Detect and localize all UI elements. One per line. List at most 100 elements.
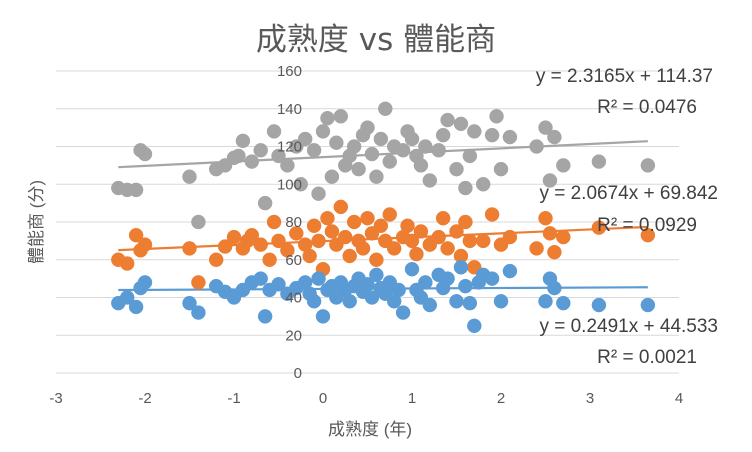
- data-point-series-1: [137, 237, 153, 252]
- y-tick-label: 40: [285, 290, 302, 307]
- data-point-series-2: [378, 101, 393, 116]
- data-point-series-0: [591, 297, 607, 313]
- x-tick-label: 4: [675, 390, 683, 407]
- data-point-series-2: [297, 131, 313, 147]
- y-tick-label: 60: [285, 252, 302, 269]
- data-point-series-2: [266, 124, 282, 139]
- data-point-series-2: [484, 127, 500, 143]
- data-point-series-1: [346, 214, 362, 230]
- data-point-series-0: [547, 280, 562, 296]
- data-point-series-1: [502, 229, 518, 245]
- data-points: [111, 101, 656, 334]
- x-tick-label: 3: [586, 390, 594, 407]
- y-tick-label: 20: [285, 327, 302, 344]
- data-point-series-2: [364, 146, 380, 162]
- data-point-series-1: [475, 233, 491, 249]
- equation-gray: y = 2.3165x + 114.37: [536, 66, 713, 87]
- data-point-series-2: [257, 195, 273, 211]
- data-point-series-2: [462, 148, 478, 164]
- data-point-series-2: [191, 214, 206, 230]
- r-squared-gray: R² = 0.0476: [597, 97, 697, 118]
- data-point-series-0: [422, 297, 438, 313]
- y-tick-label: 80: [285, 214, 302, 231]
- data-point-series-1: [355, 241, 371, 256]
- trendline-equation-gray: y = 2.3165x + 114.37 R² = 0.0476: [536, 66, 713, 118]
- data-point-series-0: [369, 267, 384, 283]
- data-point-series-1: [538, 210, 553, 226]
- data-point-series-1: [556, 229, 571, 245]
- data-point-series-0: [315, 309, 331, 324]
- x-axis-title: 成熟度 (年): [328, 419, 412, 439]
- data-point-series-2: [422, 173, 438, 188]
- x-tick-label: -3: [49, 390, 62, 407]
- data-point-series-1: [373, 218, 389, 234]
- data-point-series-2: [475, 177, 491, 192]
- data-point-series-0: [484, 271, 500, 286]
- data-point-series-1: [338, 229, 353, 245]
- data-point-series-1: [119, 256, 135, 271]
- data-point-series-0: [128, 299, 144, 315]
- data-point-series-2: [231, 148, 246, 164]
- data-point-series-1: [262, 252, 277, 267]
- y-tick-label: 140: [277, 101, 302, 118]
- data-point-series-0: [364, 290, 380, 305]
- data-point-series-2: [293, 177, 308, 192]
- data-point-series-0: [191, 305, 206, 320]
- data-point-series-1: [360, 210, 375, 226]
- data-point-series-2: [244, 154, 260, 169]
- data-point-series-2: [320, 110, 335, 126]
- data-point-series-2: [315, 124, 331, 139]
- data-point-series-2: [253, 143, 268, 158]
- data-point-series-0: [440, 271, 455, 286]
- data-point-series-1: [529, 241, 544, 256]
- data-point-series-2: [329, 135, 344, 150]
- data-point-series-0: [462, 295, 478, 311]
- equation-blue: y = 0.2491x + 44.533: [539, 316, 718, 337]
- data-point-series-1: [431, 229, 446, 245]
- data-point-series-1: [458, 214, 473, 230]
- data-point-series-2: [556, 158, 571, 173]
- data-point-series-0: [137, 275, 153, 290]
- data-point-series-1: [311, 233, 326, 249]
- y-tick-label: 0: [294, 365, 302, 382]
- data-point-series-0: [640, 297, 656, 313]
- data-point-series-1: [435, 210, 451, 226]
- data-point-series-1: [542, 226, 558, 241]
- data-point-series-0: [391, 282, 406, 298]
- data-point-series-1: [640, 227, 656, 243]
- data-point-series-1: [462, 233, 478, 249]
- data-point-series-1: [369, 252, 384, 267]
- data-point-series-0: [271, 277, 286, 292]
- y-tick-label: 160: [277, 63, 302, 80]
- data-point-series-0: [182, 295, 197, 311]
- data-point-series-2: [395, 143, 411, 158]
- r-squared-blue: R² = 0.0021: [597, 347, 697, 368]
- data-point-series-2: [280, 158, 295, 173]
- data-point-series-2: [547, 129, 562, 145]
- y-tick-label: 120: [277, 139, 302, 156]
- data-point-series-0: [418, 275, 433, 290]
- data-point-series-2: [324, 169, 340, 184]
- data-point-series-0: [342, 294, 357, 309]
- data-point-series-1: [191, 275, 206, 290]
- data-point-series-1: [333, 199, 349, 215]
- data-point-series-0: [306, 294, 322, 309]
- x-tick-label: -2: [138, 390, 151, 407]
- r-squared-orange: R² = 0.0929: [597, 215, 697, 236]
- data-point-series-2: [351, 161, 366, 177]
- trendline-equation-blue: y = 0.2491x + 44.533 R² = 0.0021: [539, 316, 718, 368]
- data-point-series-1: [253, 237, 268, 252]
- data-point-series-1: [324, 224, 340, 239]
- data-point-series-0: [493, 294, 509, 309]
- equation-orange: y = 2.0674x + 69.842: [539, 183, 718, 204]
- data-point-series-1: [382, 207, 397, 222]
- data-point-series-2: [137, 146, 153, 162]
- data-point-series-1: [320, 210, 335, 226]
- data-point-series-2: [591, 154, 607, 169]
- x-tick-label: -1: [227, 390, 240, 407]
- data-point-series-1: [400, 218, 415, 234]
- data-point-series-1: [128, 227, 144, 243]
- data-point-series-2: [413, 158, 429, 173]
- data-point-series-2: [311, 186, 326, 201]
